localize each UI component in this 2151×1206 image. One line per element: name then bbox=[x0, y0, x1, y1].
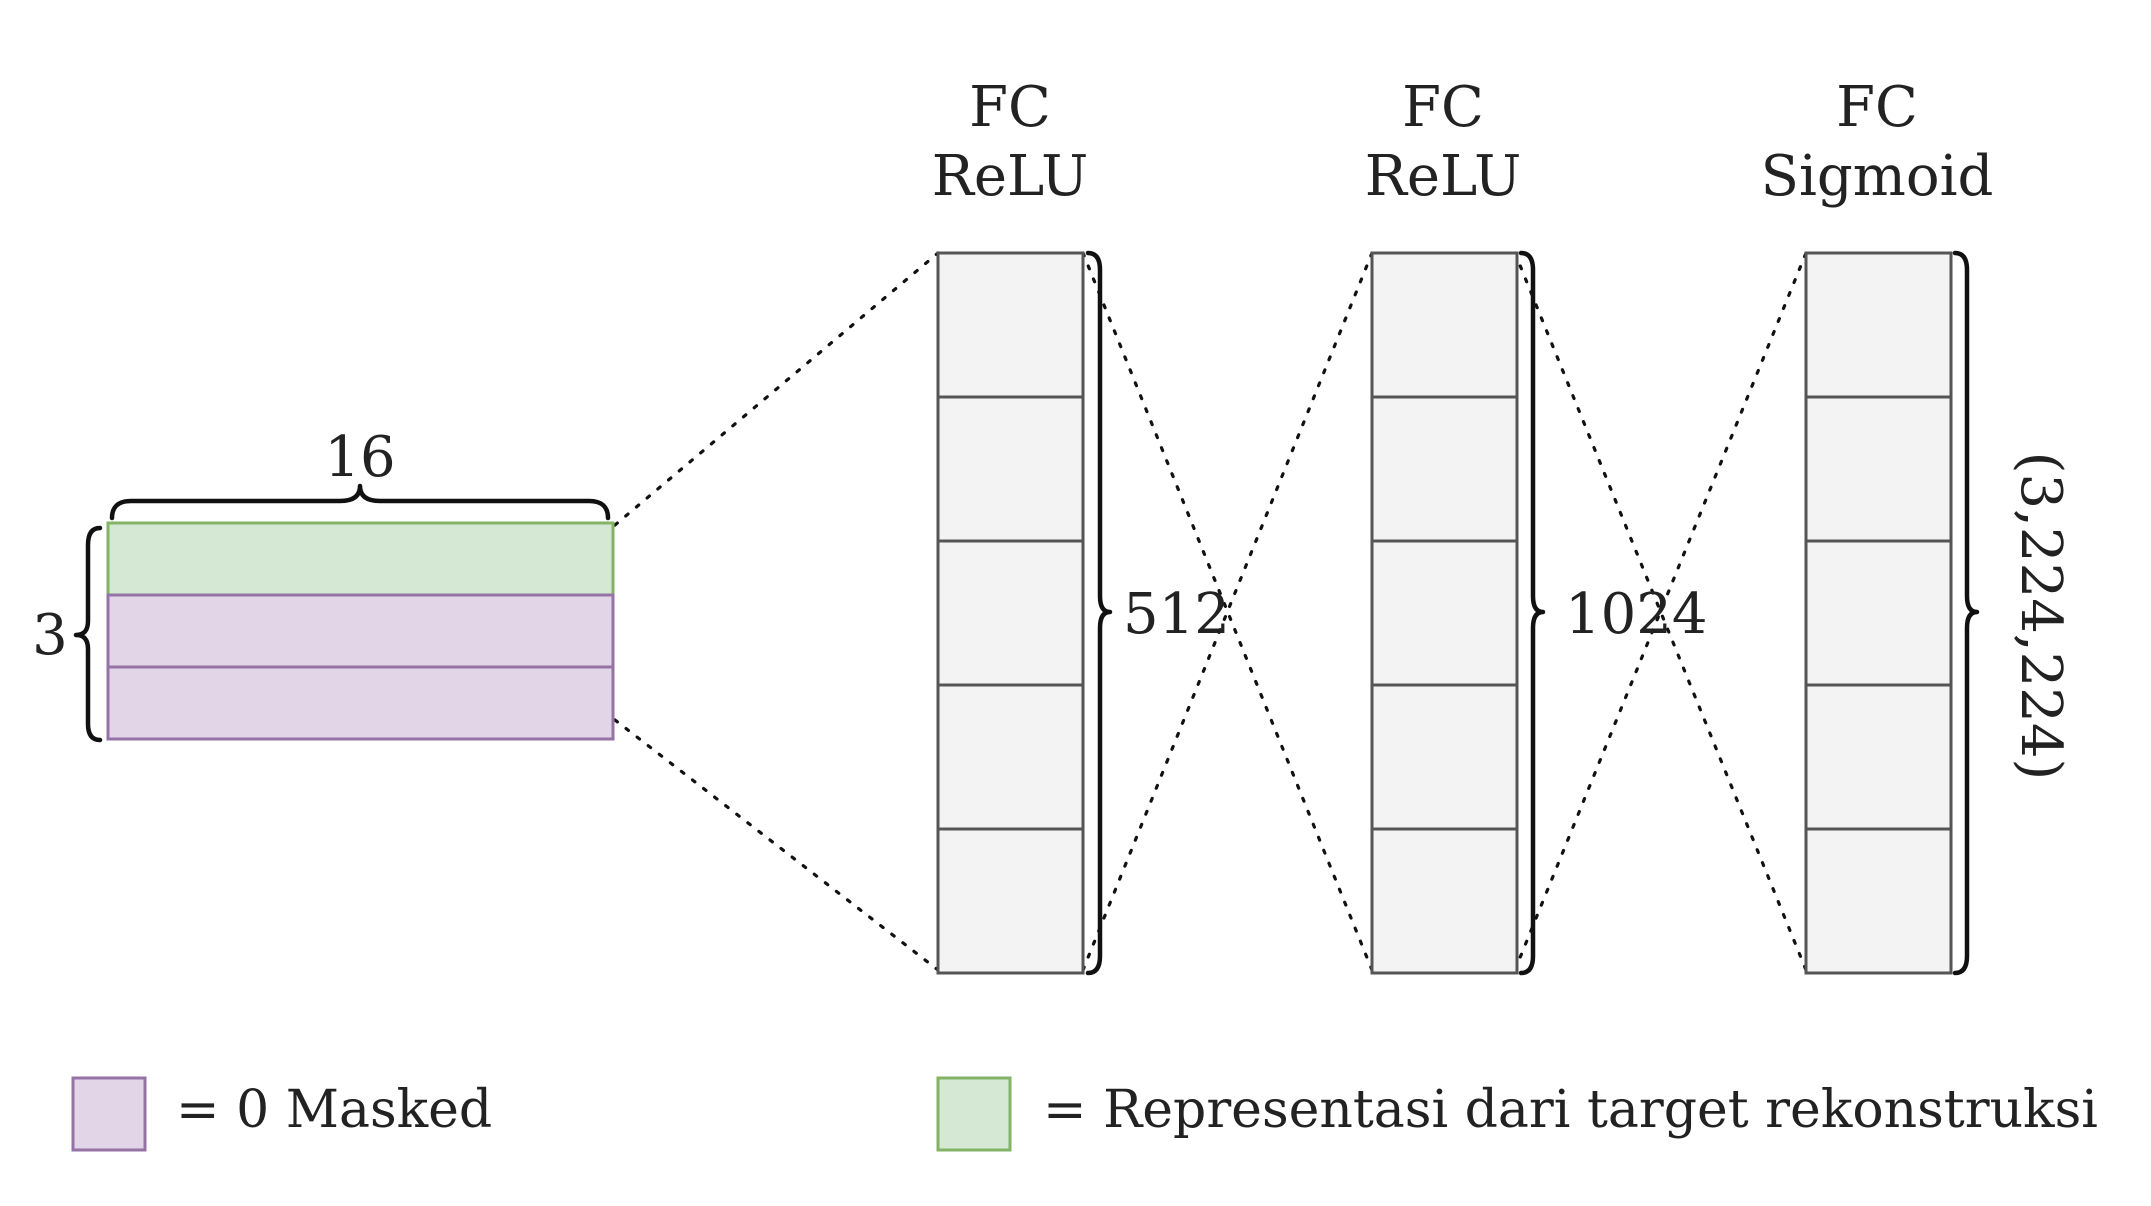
neuron-cell bbox=[1370, 539, 1519, 687]
size-brace bbox=[1518, 250, 1546, 976]
width-label: 16 bbox=[324, 425, 395, 490]
neuron-cell bbox=[936, 395, 1085, 543]
input-row-masked bbox=[106, 665, 615, 741]
size-brace bbox=[1952, 250, 1980, 976]
layer-activation-label: ReLU bbox=[932, 144, 1089, 209]
neuron-cell bbox=[1804, 539, 1953, 687]
legend: = 0 Masked = Representasi dari target re… bbox=[71, 1076, 2098, 1152]
neuron-cell bbox=[1370, 827, 1519, 975]
connection-line bbox=[1513, 251, 1808, 972]
size-brace bbox=[1085, 250, 1113, 976]
height-label: 3 bbox=[32, 603, 68, 668]
input-row-masked bbox=[106, 593, 615, 669]
neuron-cell bbox=[1804, 683, 1953, 831]
connection-line bbox=[1081, 251, 1374, 972]
layer-size-label: 1024 bbox=[1565, 582, 1708, 647]
neuron-cell bbox=[936, 827, 1085, 975]
width-brace bbox=[109, 483, 611, 521]
connection-line bbox=[1081, 251, 1374, 972]
layer-1: FC ReLU 512 bbox=[932, 75, 1230, 976]
legend-swatch-masked bbox=[71, 1076, 147, 1152]
neuron-cell bbox=[1370, 251, 1519, 399]
neuron-cell bbox=[936, 683, 1085, 831]
connection-line bbox=[613, 718, 940, 972]
neuron-cell bbox=[1804, 827, 1953, 975]
input-row-target bbox=[106, 521, 615, 597]
layer-activation-label: Sigmoid bbox=[1761, 144, 1994, 209]
legend-text-target: = Representasi dari target rekonstruksi bbox=[1043, 1080, 2098, 1140]
height-brace bbox=[73, 525, 103, 743]
neuron-cell bbox=[1370, 683, 1519, 831]
layer-2: FC ReLU 1024 bbox=[1365, 75, 1708, 976]
layer-size-label: (3,224,224) bbox=[2008, 452, 2073, 781]
connection-lines bbox=[613, 251, 1808, 972]
neuron-cell bbox=[936, 251, 1085, 399]
legend-swatch-target bbox=[936, 1076, 1012, 1152]
layer-size-label: 512 bbox=[1123, 582, 1230, 647]
legend-text-masked: = 0 Masked bbox=[176, 1080, 492, 1140]
neuron-cell bbox=[1804, 395, 1953, 543]
neuron-cell bbox=[936, 539, 1085, 687]
connection-line bbox=[1513, 251, 1808, 972]
connection-line bbox=[613, 251, 940, 527]
layer-activation-label: ReLU bbox=[1365, 144, 1522, 209]
layer-type-label: FC bbox=[1836, 75, 1918, 140]
layer-3: FC Sigmoid (3,224,224) bbox=[1761, 75, 2073, 976]
layer-type-label: FC bbox=[1402, 75, 1484, 140]
layer-type-label: FC bbox=[969, 75, 1051, 140]
neuron-cell bbox=[1370, 395, 1519, 543]
neuron-cell bbox=[1804, 251, 1953, 399]
input-block: 16 3 bbox=[32, 425, 615, 743]
